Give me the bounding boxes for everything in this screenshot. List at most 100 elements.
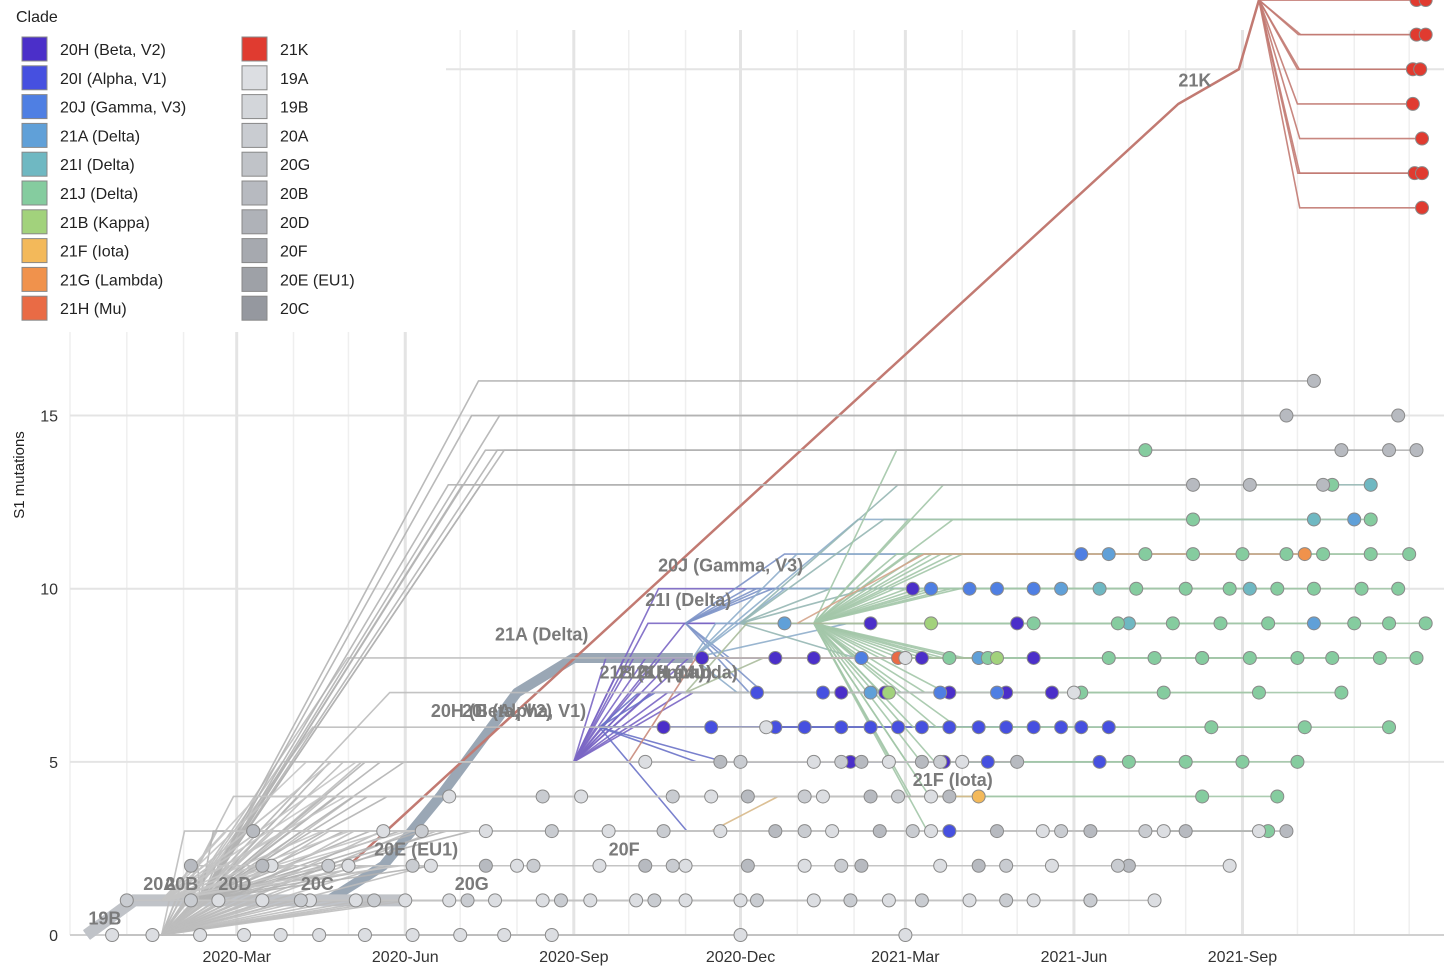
point-20i-alpha-v1-[interactable] — [971, 720, 986, 735]
point-21j-delta-[interactable] — [1391, 581, 1406, 596]
point-20b[interactable] — [1334, 443, 1349, 458]
point-20a[interactable] — [414, 824, 429, 839]
point-21g-lambda-[interactable] — [1297, 547, 1312, 562]
point-19a[interactable] — [713, 824, 728, 839]
point-21j-delta-[interactable] — [1147, 650, 1162, 665]
point-21j-delta-[interactable] — [1195, 650, 1210, 665]
point-20a[interactable] — [665, 858, 680, 873]
point-19a[interactable] — [955, 754, 970, 769]
point-19a[interactable] — [806, 754, 821, 769]
point-21j-delta-[interactable] — [1213, 616, 1228, 631]
point-19a[interactable] — [312, 928, 327, 942]
point-19a[interactable] — [678, 858, 693, 873]
point-20a[interactable] — [183, 893, 198, 908]
point-19a[interactable] — [733, 928, 748, 942]
point-21j-delta-[interactable] — [1235, 547, 1250, 562]
point-20i-alpha-v1-[interactable] — [891, 720, 906, 735]
point-21j-delta-[interactable] — [1418, 616, 1433, 631]
point-20i-alpha-v1-[interactable] — [797, 720, 812, 735]
point-19a[interactable] — [398, 893, 413, 908]
point-20b[interactable] — [1083, 824, 1098, 839]
point-21j-delta-[interactable] — [1101, 650, 1116, 665]
point-21k[interactable] — [1405, 96, 1420, 111]
point-20a[interactable] — [647, 893, 662, 908]
point-21j-delta-[interactable] — [1165, 616, 1180, 631]
point-20b[interactable] — [1178, 824, 1193, 839]
point-19a[interactable] — [583, 893, 598, 908]
point-20a[interactable] — [733, 754, 748, 769]
point-20a[interactable] — [526, 858, 541, 873]
point-20j-gamma-v3-[interactable] — [962, 581, 977, 596]
point-21a-delta-[interactable] — [1347, 512, 1362, 527]
point-19a[interactable] — [898, 928, 913, 942]
point-21j-delta-[interactable] — [1382, 720, 1397, 735]
point-19a[interactable] — [1156, 824, 1171, 839]
point-21f-iota-[interactable] — [971, 789, 986, 804]
point-20i-alpha-v1-[interactable] — [834, 720, 849, 735]
point-19a[interactable] — [601, 824, 616, 839]
point-19a[interactable] — [341, 858, 356, 873]
point-21k[interactable] — [1415, 166, 1430, 181]
point-19a[interactable] — [510, 858, 525, 873]
point-21a-delta-[interactable] — [1054, 581, 1069, 596]
point-19a[interactable] — [442, 893, 457, 908]
point-20h-beta-v2-[interactable] — [1010, 616, 1025, 631]
point-19a[interactable] — [535, 893, 550, 908]
point-20a[interactable] — [834, 858, 849, 873]
point-20i-alpha-v1-[interactable] — [942, 824, 957, 839]
point-20b[interactable] — [768, 824, 783, 839]
point-20a[interactable] — [843, 893, 858, 908]
point-19a[interactable] — [488, 893, 503, 908]
point-20j-gamma-v3-[interactable] — [1026, 581, 1041, 596]
point-19a[interactable] — [825, 824, 840, 839]
point-21j-delta-[interactable] — [1195, 789, 1210, 804]
point-21j-delta-[interactable] — [1026, 616, 1041, 631]
point-21i-delta-[interactable] — [1092, 581, 1107, 596]
point-19a[interactable] — [629, 893, 644, 908]
point-21j-delta-[interactable] — [1138, 547, 1153, 562]
point-21j-delta-[interactable] — [1178, 581, 1193, 596]
point-19a[interactable] — [1026, 893, 1041, 908]
point-20b[interactable] — [863, 789, 878, 804]
point-20b[interactable] — [1409, 443, 1424, 458]
point-20i-alpha-v1-[interactable] — [1092, 754, 1107, 769]
point-19a[interactable] — [357, 928, 372, 942]
point-20b[interactable] — [740, 858, 755, 873]
point-20a[interactable] — [293, 893, 308, 908]
point-21k[interactable] — [1418, 27, 1433, 42]
point-19a[interactable] — [423, 858, 438, 873]
point-19a[interactable] — [1147, 893, 1162, 908]
point-21j-delta-[interactable] — [1306, 581, 1321, 596]
point-20a[interactable] — [553, 893, 568, 908]
point-20a[interactable] — [1138, 824, 1153, 839]
point-20a[interactable] — [1054, 824, 1069, 839]
point-20a[interactable] — [797, 789, 812, 804]
point-20a[interactable] — [914, 893, 929, 908]
point-20a[interactable] — [1110, 858, 1125, 873]
point-21j-delta-[interactable] — [1372, 650, 1387, 665]
point-20b[interactable] — [1186, 477, 1201, 492]
point-21j-delta-[interactable] — [1363, 512, 1378, 527]
point-20a[interactable] — [544, 824, 559, 839]
point-20a[interactable] — [891, 789, 906, 804]
point-21i-delta-[interactable] — [1363, 477, 1378, 492]
point-19a[interactable] — [678, 893, 693, 908]
point-19a[interactable] — [797, 858, 812, 873]
point-21j-delta-[interactable] — [1178, 754, 1193, 769]
point-20b[interactable] — [478, 858, 493, 873]
point-20j-gamma-v3-[interactable] — [854, 650, 869, 665]
point-19a[interactable] — [924, 789, 939, 804]
point-19a[interactable] — [237, 928, 252, 942]
point-20h-beta-v2-[interactable] — [768, 650, 783, 665]
point-21a-delta-[interactable] — [1306, 616, 1321, 631]
point-21a-delta-[interactable] — [863, 685, 878, 700]
point-20h-beta-v2-[interactable] — [905, 581, 920, 596]
point-20a[interactable] — [535, 789, 550, 804]
point-19a[interactable] — [544, 928, 559, 942]
point-20b[interactable] — [872, 824, 887, 839]
point-20j-gamma-v3-[interactable] — [924, 581, 939, 596]
point-19a[interactable] — [211, 893, 226, 908]
point-21j-delta-[interactable] — [1138, 443, 1153, 458]
point-21j-delta-[interactable] — [1222, 581, 1237, 596]
point-20h-beta-v2-[interactable] — [806, 650, 821, 665]
